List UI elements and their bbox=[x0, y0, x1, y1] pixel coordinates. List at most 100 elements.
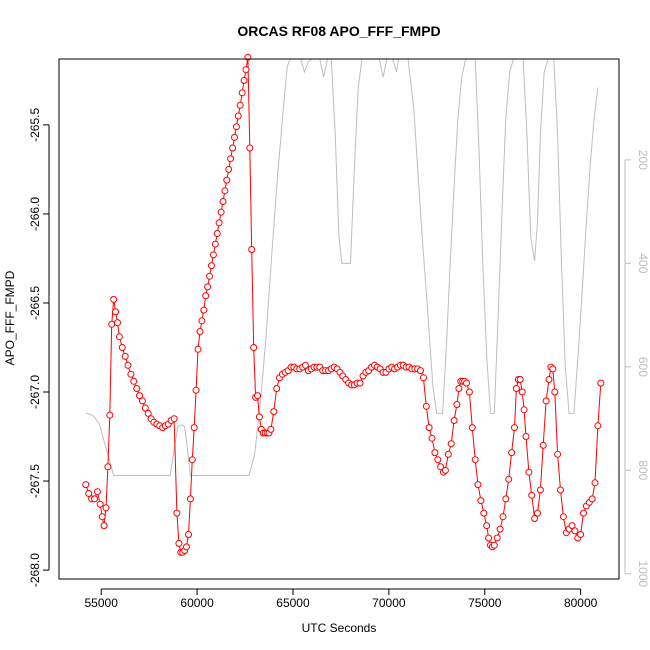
primary-series-line bbox=[85, 57, 602, 553]
primary-series-layer bbox=[82, 53, 605, 556]
data-point bbox=[144, 409, 152, 417]
data-point bbox=[301, 361, 309, 369]
data-point bbox=[211, 240, 219, 248]
data-point bbox=[227, 155, 235, 163]
y-tick-label: -266.5 bbox=[28, 286, 42, 320]
y-tick-label: -265.5 bbox=[28, 108, 42, 142]
data-point bbox=[141, 404, 149, 412]
data-point bbox=[225, 165, 233, 173]
data-point bbox=[447, 440, 455, 448]
data-point bbox=[246, 144, 254, 152]
x-tick-label: 60000 bbox=[180, 596, 214, 610]
data-point bbox=[591, 479, 599, 487]
data-point bbox=[490, 541, 498, 549]
data-point bbox=[559, 513, 567, 521]
data-point bbox=[571, 527, 579, 535]
data-point bbox=[217, 208, 225, 216]
data-point bbox=[419, 374, 427, 382]
x-tick-label: 70000 bbox=[372, 596, 406, 610]
data-point bbox=[185, 531, 192, 538]
data-point bbox=[118, 344, 126, 351]
data-point bbox=[138, 397, 146, 405]
data-point bbox=[505, 475, 513, 483]
data-point bbox=[248, 246, 256, 253]
data-point bbox=[124, 361, 132, 369]
data-point bbox=[229, 144, 237, 152]
secondary-series-layer bbox=[85, 58, 599, 476]
data-point bbox=[200, 306, 208, 314]
data-point bbox=[474, 481, 482, 489]
data-point bbox=[428, 434, 436, 442]
data-point bbox=[483, 522, 491, 530]
data-point bbox=[194, 345, 202, 353]
data-point bbox=[431, 449, 439, 457]
data-point bbox=[215, 219, 223, 227]
data-point bbox=[82, 481, 90, 489]
data-point bbox=[121, 352, 129, 360]
y-tick-label: -267.5 bbox=[28, 464, 42, 498]
data-point bbox=[91, 495, 98, 503]
data-point bbox=[240, 76, 248, 84]
data-point bbox=[568, 522, 576, 530]
data-point bbox=[231, 133, 238, 141]
data-point bbox=[453, 401, 461, 408]
data-point bbox=[496, 525, 504, 533]
axes-layer: 55000 60000 65000 70000 75000 80000 -268.0 -267… bbox=[28, 108, 650, 610]
y2-tick-label: 200 bbox=[636, 150, 650, 170]
data-point bbox=[196, 328, 204, 335]
data-point bbox=[551, 388, 559, 396]
y2-tick-label: 1000 bbox=[636, 560, 650, 587]
data-point bbox=[465, 388, 473, 396]
data-point bbox=[85, 490, 93, 497]
data-point bbox=[522, 433, 530, 440]
data-point bbox=[100, 522, 108, 530]
data-point bbox=[422, 402, 430, 410]
data-point bbox=[580, 509, 587, 517]
data-point bbox=[554, 450, 562, 458]
data-point bbox=[518, 388, 526, 396]
data-point bbox=[528, 491, 536, 499]
data-point bbox=[356, 379, 364, 387]
secondary-series-line bbox=[85, 58, 599, 476]
data-point bbox=[557, 486, 564, 494]
data-point bbox=[549, 365, 557, 373]
data-point bbox=[273, 385, 281, 392]
data-point bbox=[115, 333, 123, 341]
data-point bbox=[577, 531, 585, 538]
data-point bbox=[254, 392, 261, 400]
data-point bbox=[511, 424, 518, 432]
data-point bbox=[255, 413, 263, 421]
data-point bbox=[434, 456, 442, 464]
x-tick-label: 65000 bbox=[276, 596, 310, 610]
data-point bbox=[102, 504, 110, 512]
data-point bbox=[267, 425, 275, 433]
data-point bbox=[468, 424, 476, 432]
data-point bbox=[493, 534, 501, 542]
data-point bbox=[93, 488, 101, 496]
data-point bbox=[250, 344, 258, 351]
data-point bbox=[270, 408, 278, 416]
data-point bbox=[206, 272, 213, 280]
data-point bbox=[112, 308, 120, 316]
data-point bbox=[425, 424, 433, 432]
data-point bbox=[114, 319, 121, 327]
data-point bbox=[534, 509, 541, 517]
data-point bbox=[209, 251, 217, 259]
data-point bbox=[539, 441, 547, 449]
data-point bbox=[202, 292, 210, 300]
data-point bbox=[188, 456, 196, 464]
data-point bbox=[127, 370, 135, 378]
data-point bbox=[588, 495, 596, 503]
data-point bbox=[175, 539, 183, 547]
data-point bbox=[545, 376, 553, 383]
data-point bbox=[198, 317, 206, 325]
data-point bbox=[531, 515, 539, 522]
data-point bbox=[106, 411, 114, 419]
data-point bbox=[477, 497, 485, 505]
y2-tick-label: 600 bbox=[636, 357, 650, 377]
data-point bbox=[455, 385, 463, 392]
data-point bbox=[485, 534, 493, 542]
y-tick-label: -266.0 bbox=[28, 197, 42, 231]
data-point bbox=[173, 509, 181, 517]
